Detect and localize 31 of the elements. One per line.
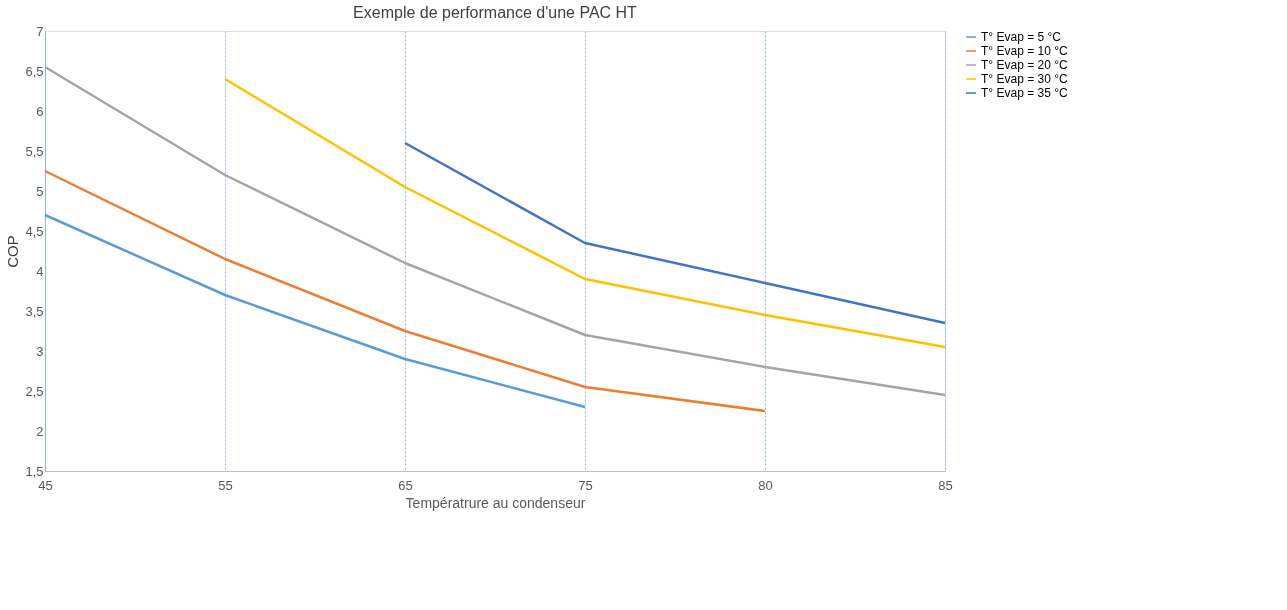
y-tick-label: 6,5: [25, 63, 44, 79]
y-tick-label: 4,5: [25, 223, 44, 239]
chart-title: Exemple de performance d'une PAC HT: [353, 4, 638, 21]
legend-label: T° Evap = 35 °C: [981, 86, 1068, 100]
x-axis-title: Températrure au condenseur: [405, 494, 586, 511]
legend-label: T° Evap = 20 °C: [981, 58, 1068, 72]
y-tick-label: 5,5: [25, 143, 44, 159]
y-tick-label: 7: [36, 23, 44, 39]
y-tick-label: 3: [36, 343, 44, 359]
y-tick-label: 6: [36, 103, 44, 119]
legend-label: T° Evap = 30 °C: [981, 72, 1068, 86]
y-tick-label: 3,5: [25, 303, 44, 319]
x-tick-label: 80: [758, 477, 773, 493]
y-tick-label: 4: [36, 263, 44, 279]
y-tick-label: 5: [36, 183, 44, 199]
legend-label: T° Evap = 10 °C: [981, 44, 1068, 58]
line-series: [43, 169, 767, 413]
x-tick-label: 65: [398, 477, 413, 493]
y-axis-title: COP: [4, 235, 22, 268]
line-series: [403, 141, 947, 325]
line-series: [43, 65, 947, 397]
x-tick-label: 55: [218, 477, 233, 493]
line-series: [223, 77, 947, 349]
x-tick-label: 75: [578, 477, 593, 493]
line-series: [43, 213, 587, 409]
y-tick-label: 2: [36, 423, 44, 439]
y-tick-label: 2,5: [25, 383, 44, 399]
x-tick-label: 45: [38, 477, 53, 493]
legend-label: T° Evap = 5 °C: [981, 30, 1062, 44]
y-tick-label: 1,5: [25, 463, 44, 479]
x-tick-label: 85: [938, 477, 953, 493]
